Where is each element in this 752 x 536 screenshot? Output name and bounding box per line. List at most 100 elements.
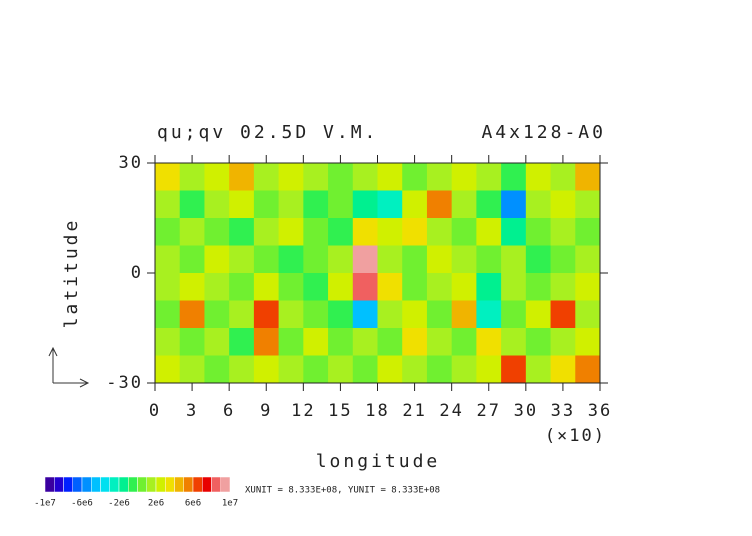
cell [451,300,477,329]
cell [155,245,181,274]
chart-title: qu;qv 02.5D V.M. [157,122,378,143]
cell [476,328,502,356]
cell [204,163,230,191]
colorbar-box [128,476,138,493]
cell [550,218,576,246]
colorbar-box [118,476,129,493]
cell [575,355,601,384]
cell [476,273,502,301]
cell [352,190,378,219]
x-scale-note: (×10) [545,426,606,446]
x-axis-label: longitude [316,451,441,472]
cell [328,328,354,356]
colorbar-box [202,476,212,493]
cell [550,273,576,301]
cell [501,163,527,191]
cell [229,218,255,246]
cell [253,355,280,384]
y-tick-label: 0 [131,263,143,283]
cell [550,328,576,356]
y-tick-label: -30 [106,373,143,393]
cell [352,273,378,301]
cell [303,163,329,191]
cell [575,300,601,329]
colorbar-tick-label: 2e6 [148,499,164,509]
chart-subtitle: A4x128-A0 [481,122,606,143]
cell [525,328,552,356]
cell [155,328,181,356]
cell [402,355,428,384]
cell [328,163,354,191]
cell [303,190,329,219]
cell [328,355,354,384]
cell [303,355,329,384]
colorbar-box [137,476,147,493]
cell [278,273,304,301]
cell [229,163,255,191]
colorbar-box [91,476,101,493]
colorbar-tick-label: -6e6 [71,499,93,509]
cell [328,273,354,301]
colorbar-box [146,476,157,493]
cell [229,273,255,301]
cell [377,218,403,246]
cell [377,328,403,356]
cell [402,273,428,301]
cell [179,163,205,191]
cell [229,245,255,274]
colorbar-box [165,476,175,493]
cell [402,300,428,329]
cell [550,300,576,329]
cell [155,218,181,246]
colorbar-box [100,476,110,493]
cell [253,300,280,329]
colorbar-box [211,476,221,493]
x-tick-label: 6 [223,401,235,421]
cell [525,273,552,301]
cell [278,163,304,191]
cell [377,245,403,274]
x-tick-label: 27 [477,401,501,421]
cell [501,218,527,246]
cell [253,190,280,219]
cell [451,355,477,384]
cell [550,163,576,191]
cell [550,245,576,274]
cell [204,245,230,274]
cell [402,163,428,191]
x-tick-label: 21 [402,401,426,421]
cell [253,328,280,356]
cell [525,190,552,219]
cell [525,355,552,384]
cell [451,163,477,191]
cell [525,245,552,274]
cell [179,218,205,246]
cell [575,273,601,301]
cell [278,300,304,329]
x-tick-label: 0 [149,401,161,421]
colorbar-box [72,476,83,493]
cell [155,300,181,329]
cell [204,300,230,329]
x-tick-label: 18 [365,401,389,421]
cell [278,190,304,219]
cell [278,245,304,274]
cell [179,300,205,329]
cell [501,328,527,356]
cell [253,163,280,191]
cell [451,190,477,219]
cell [278,355,304,384]
cell [550,190,576,219]
colorbar-box [174,476,184,493]
cell [204,355,230,384]
x-tick-label: 33 [551,401,575,421]
y-axis-label: latitude [61,218,82,329]
cell [377,190,403,219]
colorbar-box [220,476,231,493]
cell [229,300,255,329]
cell [303,300,329,329]
cell [476,300,502,329]
cell [575,190,601,219]
cell [402,190,428,219]
cell [402,245,428,274]
